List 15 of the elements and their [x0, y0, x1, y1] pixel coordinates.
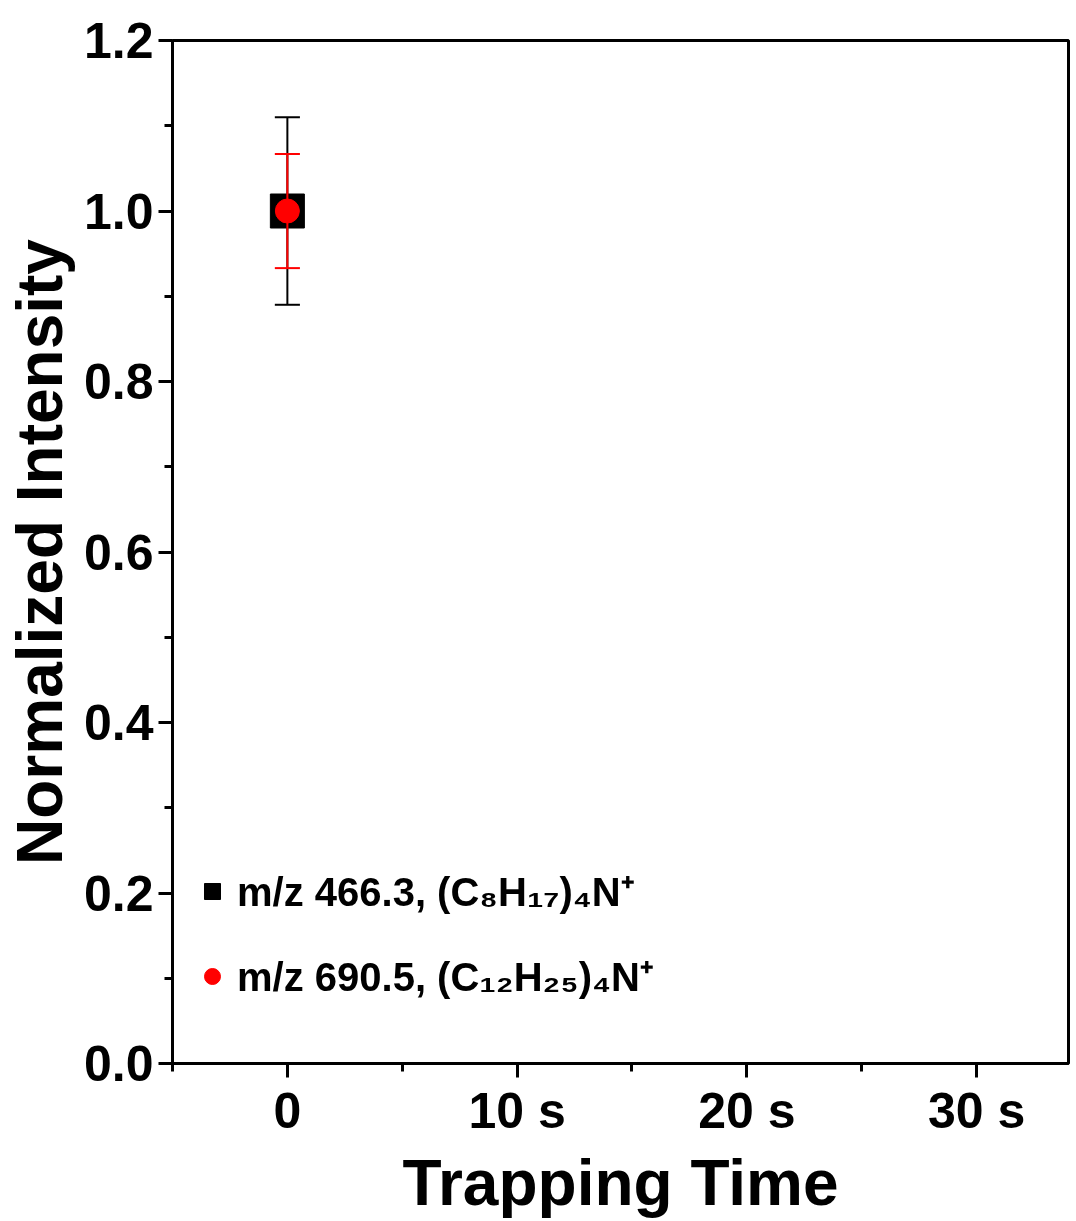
- x-axis-title: Trapping Time: [402, 1146, 839, 1219]
- y-axis-title: Normalized Intensity: [3, 238, 76, 865]
- x-tick-label: 10 s: [468, 1082, 566, 1139]
- y-tick-label: 0.8: [83, 354, 154, 410]
- legend-label: m/z 466.3, (C₈H₁₇)₄N⁺: [237, 869, 635, 916]
- x-tick-label: 0: [273, 1082, 302, 1139]
- y-tick-label: 1.2: [83, 13, 154, 69]
- y-tick-label: 0.0: [83, 1036, 154, 1092]
- y-tick-label: 0.2: [83, 865, 154, 922]
- y-tick-label: 1.0: [83, 183, 154, 240]
- y-tick-label: 0.6: [83, 524, 154, 581]
- x-tick-label: 30 s: [927, 1082, 1026, 1139]
- y-tick-label: 0.4: [83, 695, 154, 751]
- x-tick-label: 20 s: [698, 1082, 796, 1139]
- legend-label: m/z 690.5, (C₁₂H₂₅)₄N⁺: [237, 954, 654, 1001]
